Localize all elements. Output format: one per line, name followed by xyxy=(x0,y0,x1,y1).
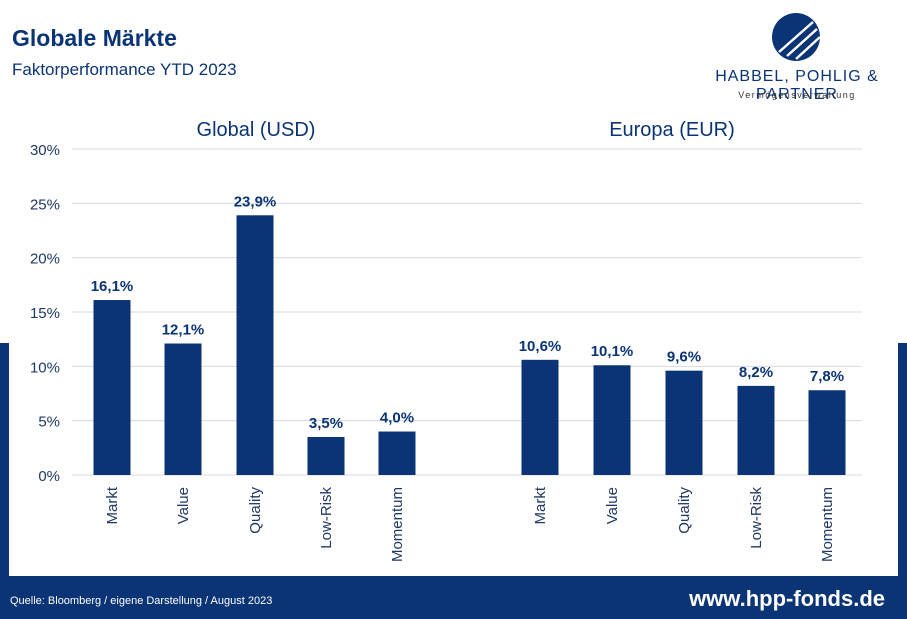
x-tick-label: Markt xyxy=(104,486,121,524)
bar xyxy=(808,390,846,475)
data-label: 9,6% xyxy=(667,349,701,366)
page-subtitle: Faktorperformance YTD 2023 xyxy=(12,60,237,79)
bar xyxy=(521,359,559,475)
footer-bar xyxy=(0,576,907,619)
panel-title: Europa (EUR) xyxy=(609,119,735,141)
x-tick-label: Markt xyxy=(532,486,549,524)
data-label: 12,1% xyxy=(162,322,205,339)
bar xyxy=(307,436,345,475)
bar xyxy=(93,300,131,475)
bar xyxy=(593,365,631,475)
y-tick-label: 15% xyxy=(30,305,60,322)
data-label: 10,1% xyxy=(591,343,634,360)
bar xyxy=(164,343,202,475)
x-tick-label: Low-Risk xyxy=(318,487,335,549)
website-link[interactable]: www.hpp-fonds.de xyxy=(689,586,885,611)
x-tick-label: Momentum xyxy=(819,487,836,562)
source-note: Quelle: Bloomberg / eigene Darstellung /… xyxy=(10,595,273,607)
x-tick-label: Quality xyxy=(247,487,264,534)
data-label: 23,9% xyxy=(234,193,277,210)
y-tick-label: 0% xyxy=(38,468,60,485)
data-label: 7,8% xyxy=(810,368,844,385)
bar xyxy=(236,215,274,475)
data-label: 3,5% xyxy=(309,415,343,432)
data-label: 10,6% xyxy=(519,338,562,355)
x-tick-label: Value xyxy=(604,487,621,524)
y-tick-label: 30% xyxy=(30,142,60,159)
panel-title: Global (USD) xyxy=(197,119,316,141)
y-tick-label: 20% xyxy=(30,251,60,268)
right-accent-band xyxy=(898,343,907,576)
bar xyxy=(737,385,775,475)
x-tick-label: Momentum xyxy=(389,487,406,562)
brand-tagline: Vermögensverwaltung xyxy=(738,90,856,100)
data-label: 4,0% xyxy=(380,410,414,427)
page-title: Globale Märkte xyxy=(12,25,177,51)
factor-performance-chart: 0% 5% 10% 15% 20% 25% 30% Global (USD) 16,1% Mark… xyxy=(30,119,862,562)
x-tick-label: Value xyxy=(175,487,192,524)
data-label: 8,2% xyxy=(739,364,773,381)
y-tick-label: 25% xyxy=(30,196,60,213)
x-tick-label: Low-Risk xyxy=(748,487,765,549)
bar xyxy=(378,431,416,475)
y-tick-label: 5% xyxy=(38,414,60,431)
brand-name: HABBEL, POHLIG & PARTNER xyxy=(715,68,879,103)
x-tick-label: Quality xyxy=(676,487,693,534)
y-tick-label: 10% xyxy=(30,359,60,376)
left-accent-band xyxy=(0,343,9,576)
hpp-logo-icon xyxy=(772,13,821,61)
bar xyxy=(665,370,703,475)
data-label: 16,1% xyxy=(91,278,134,295)
